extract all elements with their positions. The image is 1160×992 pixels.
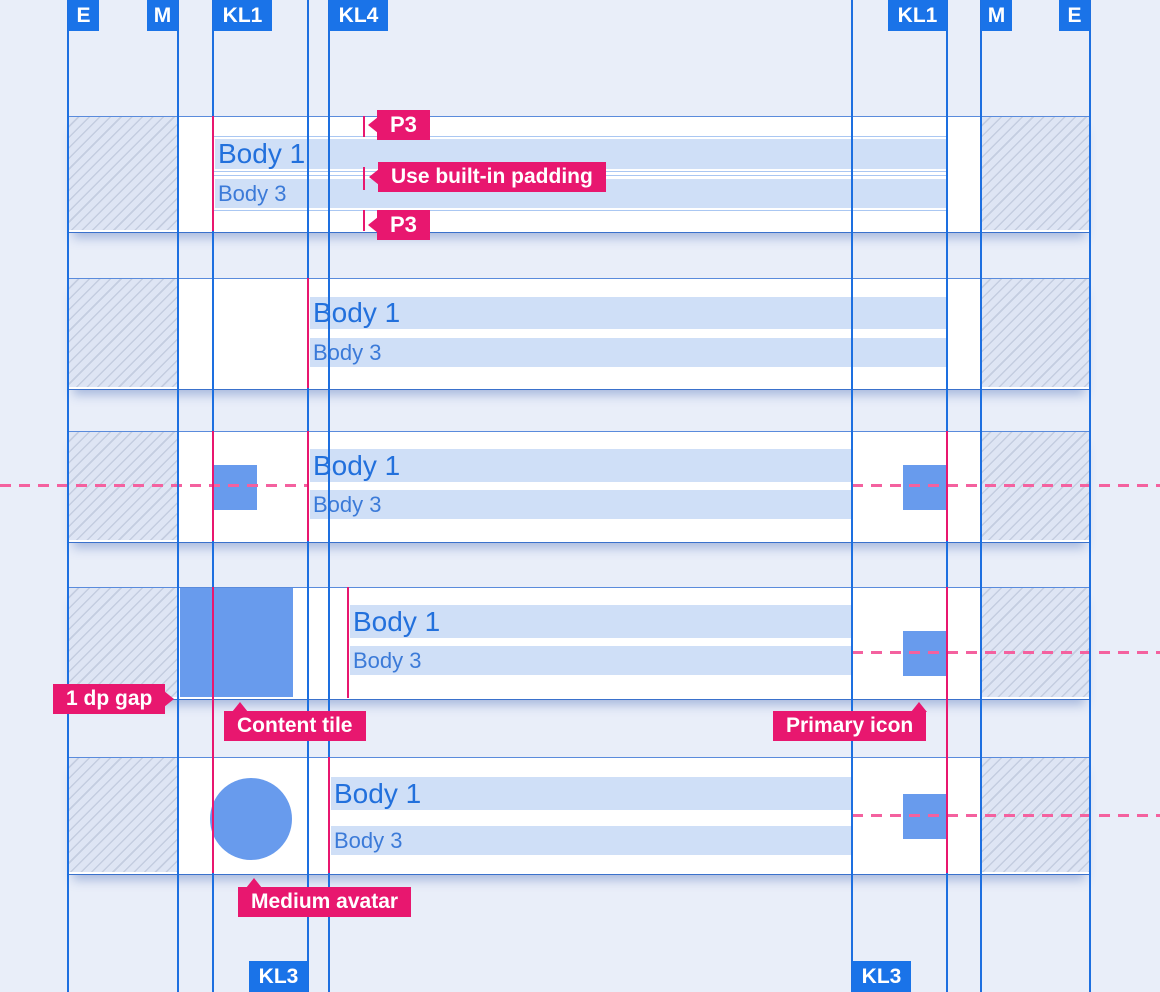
padding-tick xyxy=(363,167,365,190)
row-subtitle: Body 3 xyxy=(218,180,287,206)
title-band: Body 1 xyxy=(310,297,946,329)
active-keyline xyxy=(212,116,214,231)
active-keyline xyxy=(347,587,349,698)
text-bound-line xyxy=(213,136,946,137)
keyline-kl3-right xyxy=(851,0,853,992)
keyline-margin-left xyxy=(177,0,179,992)
title-band: Body 1 xyxy=(310,449,851,482)
row-title: Body 1 xyxy=(313,449,401,481)
row-title: Body 1 xyxy=(334,777,422,809)
title-band: Body 1 xyxy=(331,777,851,810)
hatched-margin xyxy=(69,117,178,230)
hatched-margin xyxy=(69,758,178,872)
keyline-margin-right xyxy=(980,0,982,992)
row-subtitle: Body 3 xyxy=(313,491,382,517)
keyline-label-e-right: E xyxy=(1059,0,1090,31)
keyline-label-m-right: M xyxy=(981,0,1012,31)
active-keyline xyxy=(212,431,214,541)
hatched-margin xyxy=(981,117,1089,230)
subtitle-band: Body 3 xyxy=(310,338,946,367)
callout-use-builtin-padding: Use built-in padding xyxy=(369,162,606,192)
center-guide-dash xyxy=(852,814,1160,817)
hatched-margin xyxy=(981,279,1089,387)
keyline-label-kl3-left: KL3 xyxy=(249,961,308,992)
active-keyline xyxy=(946,431,948,541)
hatched-margin xyxy=(69,279,178,387)
callout-p3-top: P3 xyxy=(368,110,430,140)
hatched-margin xyxy=(981,588,1089,697)
primary-icon-placeholder xyxy=(903,465,947,510)
active-keyline xyxy=(212,587,214,873)
list-row-2 xyxy=(68,278,1090,390)
callout-one-dp-gap: 1 dp gap xyxy=(53,684,175,714)
keyline-label-kl4: KL4 xyxy=(329,0,388,31)
padding-tick xyxy=(363,116,365,137)
active-keyline xyxy=(328,757,330,873)
center-guide-dash xyxy=(852,651,1160,654)
callout-content-tile: Content tile xyxy=(224,702,366,741)
padding-tick xyxy=(363,210,365,231)
subtitle-band: Body 3 xyxy=(350,646,851,675)
keyline-label-m-left: M xyxy=(147,0,178,31)
active-keyline xyxy=(946,587,948,873)
center-guide-dash xyxy=(0,484,309,487)
row-subtitle: Body 3 xyxy=(353,647,422,673)
row-subtitle: Body 3 xyxy=(313,339,382,365)
list-icon-placeholder xyxy=(213,465,257,510)
row-title: Body 1 xyxy=(313,297,401,328)
text-bound-line xyxy=(213,210,946,211)
keyline-kl4 xyxy=(328,0,330,992)
callout-p3-bottom: P3 xyxy=(368,210,430,240)
callout-primary-icon: Primary icon xyxy=(773,702,928,741)
center-guide-dash xyxy=(852,484,1160,487)
keyline-label-e-left: E xyxy=(68,0,99,31)
active-keyline xyxy=(307,278,309,388)
avatar-placeholder xyxy=(210,778,292,860)
hatched-margin xyxy=(69,588,178,697)
row-title: Body 1 xyxy=(353,605,441,637)
title-band: Body 1 xyxy=(350,605,851,638)
callout-medium-avatar: Medium avatar xyxy=(238,878,412,917)
keyline-label-kl3-right: KL3 xyxy=(852,961,911,992)
keyline-edge-left xyxy=(67,0,69,992)
row-subtitle: Body 3 xyxy=(334,827,403,853)
keyline-label-kl1-right: KL1 xyxy=(888,0,947,31)
content-tile-placeholder xyxy=(180,588,293,697)
row-title: Body 1 xyxy=(218,138,306,169)
subtitle-band: Body 3 xyxy=(331,826,851,855)
subtitle-band: Body 3 xyxy=(310,490,851,519)
active-keyline xyxy=(307,431,309,541)
keyline-edge-right xyxy=(1089,0,1091,992)
keyline-label-kl1-left: KL1 xyxy=(213,0,272,31)
